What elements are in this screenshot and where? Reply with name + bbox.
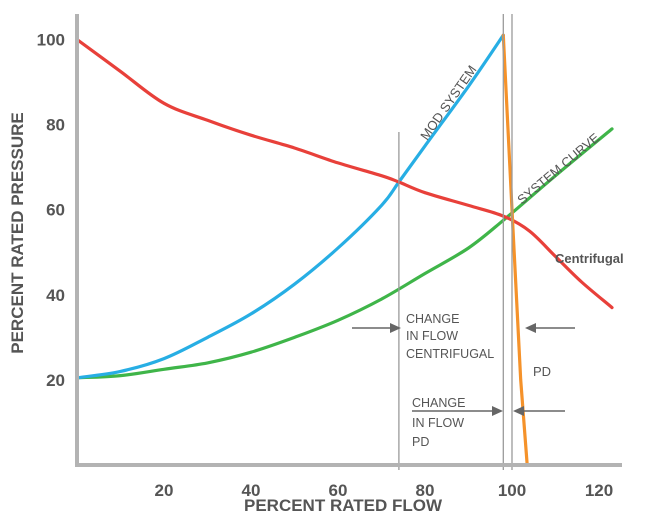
y-tick-label: 80 xyxy=(46,116,65,135)
annotation-change-centrifugal-line1: CHANGE xyxy=(406,312,459,326)
x-tick-label: 60 xyxy=(329,481,348,500)
series-line-mod-system xyxy=(75,33,505,380)
series-line-centrifugal xyxy=(75,37,614,310)
x-tick-label: 100 xyxy=(498,481,526,500)
flow-change-arrows xyxy=(352,323,575,416)
annotation-change-pd-line3: PD xyxy=(412,435,429,449)
annotation-change-centrifugal-line2: IN FLOW xyxy=(406,329,458,343)
x-tick-label: 80 xyxy=(416,481,435,500)
arrow-pd-left xyxy=(412,406,503,416)
axes-layer xyxy=(75,14,622,467)
y-tick-label: 40 xyxy=(46,286,65,305)
y-tick-label: 60 xyxy=(46,201,65,220)
reference-lines-layer xyxy=(398,14,513,470)
series-label-centrifugal: Centrifugal xyxy=(555,251,624,266)
series-label-pd: PD xyxy=(533,364,551,379)
series-line-pd xyxy=(501,33,529,467)
x-tick-label: 120 xyxy=(585,481,613,500)
curves-layer xyxy=(75,33,614,467)
annotation-change-centrifugal-line3: CENTRIFUGAL xyxy=(406,347,494,361)
series-label-mod-system: MOD SYSTEM xyxy=(417,63,479,143)
ticks-layer: 20 40 60 80 100 120 20 40 60 80 100 xyxy=(37,31,614,501)
annotation-change-pd-line1: CHANGE xyxy=(412,396,465,410)
series-label-system-curve: SYSTEM CURVE xyxy=(514,130,602,207)
y-tick-label: 20 xyxy=(46,371,65,390)
x-axis-title: PERCENT RATED FLOW xyxy=(244,496,443,515)
arrow-centrifugal-left xyxy=(352,323,401,333)
arrow-centrifugal-right xyxy=(525,323,575,333)
y-tick-label: 100 xyxy=(37,31,65,50)
y-axis-title: PERCENT RATED PRESSURE xyxy=(8,112,27,354)
annotation-change-pd-line2: IN FLOW xyxy=(412,416,464,430)
x-tick-label: 40 xyxy=(242,481,261,500)
x-tick-label: 20 xyxy=(155,481,174,500)
arrow-pd-right xyxy=(513,406,565,416)
